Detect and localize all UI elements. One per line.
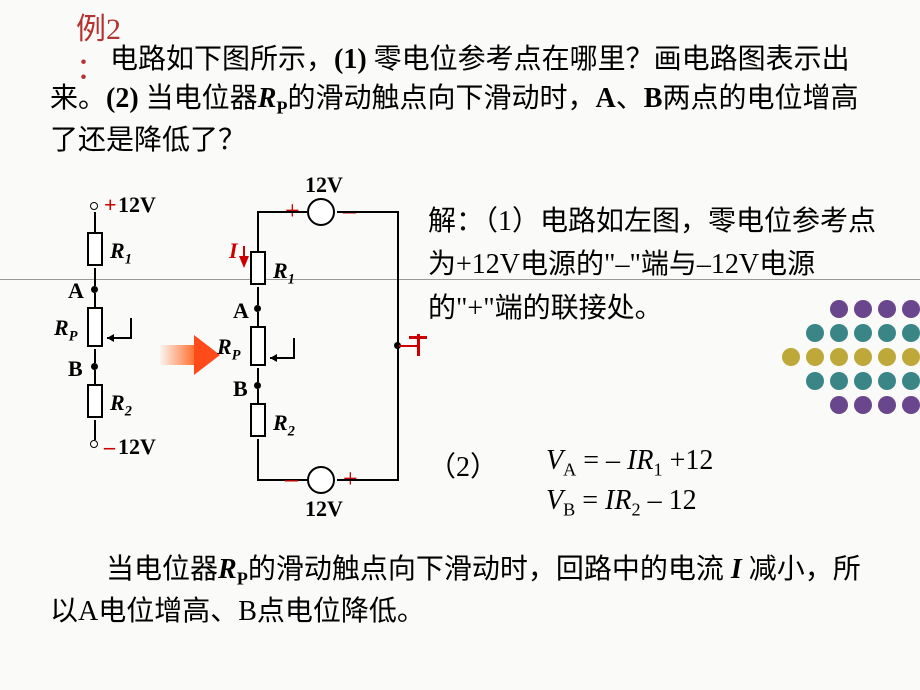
- sym-a: A: [596, 83, 616, 114]
- concl-2: 的滑动触点向下滑动时，回路中的电流: [248, 554, 731, 585]
- c2-r2: [250, 403, 266, 437]
- problem-frag4: 的滑动触点向下滑动时，: [288, 83, 596, 114]
- c1-bot-terminal: [90, 440, 98, 448]
- c2-lw1: [257, 211, 259, 251]
- concl-rp: R: [218, 554, 237, 585]
- c1-r2-sub: 2: [125, 403, 132, 419]
- c1-rp-sub: P: [69, 328, 78, 344]
- c1-r2: [87, 384, 103, 418]
- c2-r2-sub: 2: [288, 423, 295, 439]
- c2-a-label: A: [233, 298, 249, 324]
- c2-bw2: [337, 479, 399, 481]
- vb-lhs: V: [546, 485, 563, 516]
- c1-r1: [87, 232, 103, 266]
- vb-eq: =: [575, 485, 605, 516]
- c2-bot-label: 12V: [305, 496, 343, 522]
- va-eq: = –: [576, 445, 627, 476]
- c2-r1: [250, 251, 266, 285]
- c2-top-label: 12V: [305, 172, 343, 198]
- vb-sub: B: [563, 500, 575, 520]
- c1-bot-sign: –: [104, 434, 115, 460]
- c2-r1-label: R: [273, 258, 288, 283]
- c2-lw4: [257, 368, 259, 382]
- c1-wire2: [94, 268, 96, 286]
- sym-b: B: [644, 83, 663, 114]
- c2-gnd-wire: [399, 345, 417, 347]
- c1-wiper: [103, 316, 137, 346]
- conclusion: 当电位器RP的滑动触点向下滑动时，回路中的电流 I 减小，所以A电位增高、B点电…: [50, 550, 870, 631]
- dot-decoration: [760, 300, 920, 420]
- c1-rp-label: R: [54, 315, 69, 340]
- c2-rp-label: R: [217, 334, 232, 359]
- c1-top-label: 12V: [118, 192, 156, 218]
- c2-node-a: [254, 305, 261, 312]
- c2-i-arrow: [239, 256, 249, 268]
- c1-wire5: [94, 370, 96, 384]
- circuit-2: 12V + – I R1 A RP B R2 – + 12V: [225, 178, 425, 528]
- c1-wire6: [94, 420, 96, 440]
- equation-vb: VB = IR2 – 12: [546, 485, 697, 521]
- c2-lw6: [257, 439, 259, 479]
- c2-top-source: [307, 198, 335, 226]
- c2-bot-minus: –: [285, 464, 298, 494]
- c2-lw2: [257, 287, 259, 305]
- vb-sub2: 2: [631, 500, 640, 520]
- c1-bot-label: 12V: [118, 434, 156, 460]
- c2-r1-sub: 1: [288, 271, 295, 287]
- c2-i-label: I: [229, 238, 238, 264]
- c1-top-sign: +: [104, 192, 117, 218]
- c2-lw5: [257, 389, 259, 403]
- c1-top-terminal: [90, 202, 98, 210]
- c2-tw1: [257, 211, 307, 213]
- c2-lw3: [257, 312, 259, 326]
- concl-i: I: [731, 554, 742, 585]
- problem-frag1: 电路如下图所示，: [110, 44, 334, 75]
- c1-a-label: A: [68, 278, 84, 304]
- c1-r2-label: R: [110, 390, 125, 415]
- part2-label: (2): [106, 83, 146, 114]
- concl-1: 当电位器: [106, 554, 218, 585]
- va-ir: IR: [627, 445, 653, 476]
- c1-b-label: B: [68, 356, 83, 382]
- va-tail: +12: [663, 445, 714, 476]
- c2-bot-source: [307, 466, 335, 494]
- c2-ground-bar: [417, 334, 420, 356]
- c1-node-a: [91, 286, 98, 293]
- part1-label: (1): [334, 44, 374, 75]
- c2-tw2: [337, 211, 399, 213]
- va-lhs: V: [546, 445, 563, 476]
- rp-sub: P: [276, 98, 287, 118]
- va-sub: A: [563, 460, 576, 480]
- c1-node-b: [91, 363, 98, 370]
- c2-node-b: [254, 382, 261, 389]
- c1-r1-sub: 1: [125, 251, 132, 267]
- problem-text: 电路如下图所示，(1) 零电位参考点在哪里？画电路图表示出来。(2) 当电位器R…: [50, 40, 870, 160]
- c1-r1-label: R: [110, 238, 125, 263]
- c1-wire4: [94, 349, 96, 363]
- rp-symbol: R: [258, 83, 277, 114]
- c1-rp: [87, 307, 103, 347]
- c2-r2-label: R: [273, 410, 288, 435]
- answer-part2-label: （2）: [428, 445, 498, 485]
- vb-tail: – 12: [641, 485, 697, 516]
- c2-wiper: [266, 336, 300, 366]
- transform-arrow: [160, 335, 220, 375]
- sep: 、: [616, 83, 644, 114]
- equation-va: VA = – IR1 +12: [546, 445, 713, 481]
- va-sub1: 1: [653, 460, 662, 480]
- c2-rp: [250, 326, 266, 366]
- c2-b-label: B: [233, 376, 248, 402]
- c1-wire1: [94, 212, 96, 232]
- problem-frag3: 当电位器: [146, 83, 258, 114]
- c2-bw1: [257, 479, 307, 481]
- c2-rp-sub: P: [232, 347, 241, 363]
- concl-rp-sub: P: [237, 569, 248, 589]
- vb-ir: IR: [605, 485, 631, 516]
- c1-wire3: [94, 293, 96, 307]
